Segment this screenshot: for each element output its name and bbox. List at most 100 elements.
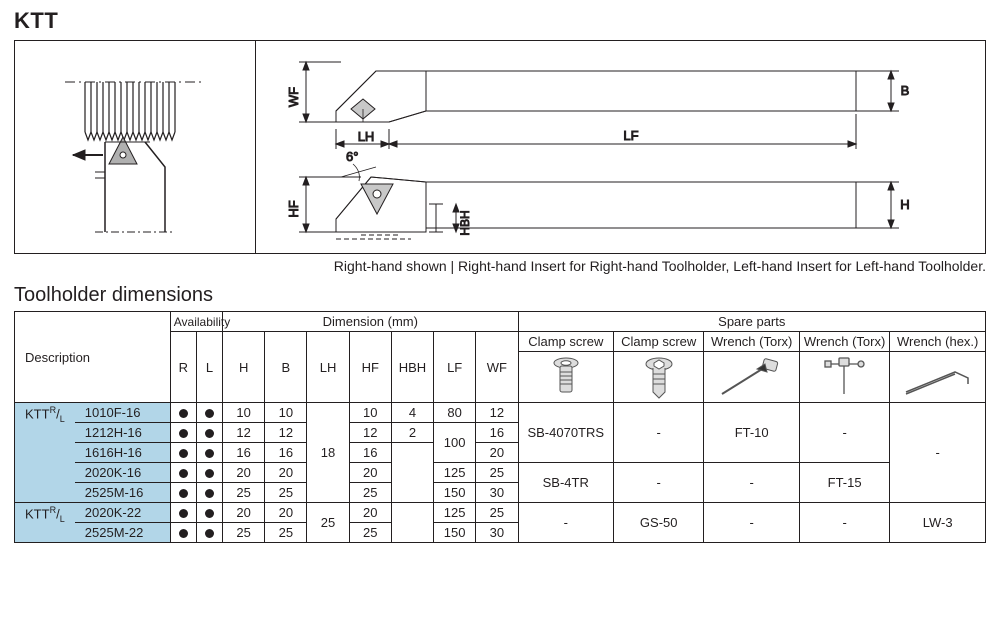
cell: 4 — [391, 403, 433, 423]
cell: 20 — [265, 463, 307, 483]
cell: 20 — [223, 503, 265, 523]
cell: 25 — [223, 523, 265, 543]
cell-spare: FT-15 — [799, 463, 889, 503]
cell-spare: - — [799, 503, 889, 543]
page-title: KTT — [14, 8, 986, 34]
cell: 30 — [476, 483, 518, 503]
cell: 16 — [476, 423, 518, 443]
diagram-row: WF B LH LF — [14, 40, 986, 254]
hdr-availability: Availability — [170, 312, 222, 332]
cell: 30 — [476, 523, 518, 543]
cell: 12 — [349, 423, 391, 443]
hdr-hbh: HBH — [391, 332, 433, 403]
hdr-wrench2: Wrench (Torx) — [799, 332, 889, 352]
icon-wrench-hex — [890, 352, 986, 403]
cell: 16 — [265, 443, 307, 463]
cell: 25 — [349, 483, 391, 503]
cell: 20 — [476, 443, 518, 463]
cell-l — [196, 503, 222, 523]
cell-l — [196, 423, 222, 443]
hdr-description: Description — [15, 312, 171, 403]
cell-spare: - — [704, 503, 799, 543]
cell-prefix: KTTR/L — [15, 503, 75, 543]
hdr-spareparts: Spare parts — [518, 312, 985, 332]
svg-text:B: B — [900, 83, 909, 98]
cell-spare: SB-4070TRS — [518, 403, 613, 463]
cell-spare: - — [614, 403, 704, 463]
cell-spare: FT-10 — [704, 403, 799, 463]
svg-text:WF: WF — [286, 87, 301, 107]
hdr-b: B — [265, 332, 307, 403]
cell-l — [196, 443, 222, 463]
icon-clamp-screw-1 — [518, 352, 613, 403]
cell-spare: - — [799, 403, 889, 463]
hdr-clamp2: Clamp screw — [614, 332, 704, 352]
cell: 20 — [223, 463, 265, 483]
cell-r — [170, 523, 196, 543]
cell-r — [170, 463, 196, 483]
hdr-hf: HF — [349, 332, 391, 403]
svg-text:H: H — [900, 197, 909, 212]
cell: 100 — [434, 423, 476, 463]
cell: 125 — [434, 503, 476, 523]
cell-spare: - — [614, 463, 704, 503]
cell — [391, 443, 433, 503]
cell: 20 — [265, 503, 307, 523]
cell-l — [196, 403, 222, 423]
cell: 25 — [265, 483, 307, 503]
cell: 25 — [265, 523, 307, 543]
table-row: 2020K-16 2020 20 12525 SB-4TR - - FT-15 — [15, 463, 986, 483]
cell-lh: 18 — [307, 403, 349, 503]
cell: 25 — [223, 483, 265, 503]
cell-l — [196, 463, 222, 483]
svg-text:HBH: HBH — [458, 210, 472, 235]
cell-r — [170, 443, 196, 463]
cell-spare: SB-4TR — [518, 463, 613, 503]
hdr-clamp1: Clamp screw — [518, 332, 613, 352]
table-heading: Toolholder dimensions — [14, 284, 986, 307]
table-row: KTTR/L 2020K-22 2020 25 20 12525 - GS-50… — [15, 503, 986, 523]
cell-spare: GS-50 — [614, 503, 704, 543]
svg-text:6°: 6° — [346, 149, 358, 164]
hdr-wrench1: Wrench (Torx) — [704, 332, 799, 352]
cell: 12 — [265, 423, 307, 443]
hdr-wf: WF — [476, 332, 518, 403]
icon-wrench-torx-2 — [799, 352, 889, 403]
cell: 12 — [476, 403, 518, 423]
dimension-table: Description Availability Dimension (mm) … — [14, 311, 986, 543]
cell: 20 — [349, 463, 391, 483]
cell: 2 — [391, 423, 433, 443]
cell: 25 — [349, 523, 391, 543]
cell: 10 — [349, 403, 391, 423]
cell: 16 — [223, 443, 265, 463]
cell-model: 2020K-16 — [75, 463, 170, 483]
hdr-dimension: Dimension (mm) — [223, 312, 519, 332]
cell — [391, 503, 433, 543]
cell-r — [170, 483, 196, 503]
cell: 25 — [476, 463, 518, 483]
cell-model: 2525M-16 — [75, 483, 170, 503]
cell: 25 — [476, 503, 518, 523]
diagram-dimensions: WF B LH LF — [256, 41, 985, 253]
hdr-h: H — [223, 332, 265, 403]
icon-clamp-screw-2 — [614, 352, 704, 403]
cell-lh: 25 — [307, 503, 349, 543]
hdr-wrench3: Wrench (hex.) — [890, 332, 986, 352]
cell-r — [170, 403, 196, 423]
cell: 20 — [349, 503, 391, 523]
cell-r — [170, 423, 196, 443]
cell-model: 2020K-22 — [75, 503, 170, 523]
icon-wrench-torx-1 — [704, 352, 799, 403]
cell-r — [170, 503, 196, 523]
cell-spare: - — [518, 503, 613, 543]
cell-l — [196, 483, 222, 503]
cell-prefix: KTTR/L — [15, 403, 75, 503]
cell: 10 — [223, 403, 265, 423]
svg-text:LF: LF — [623, 128, 638, 143]
svg-text:LH: LH — [357, 129, 374, 144]
cell-model: 2525M-22 — [75, 523, 170, 543]
cell-l — [196, 523, 222, 543]
hdr-lf: LF — [434, 332, 476, 403]
diagram-caption: Right-hand shown | Right-hand Insert for… — [14, 258, 986, 274]
cell-model: 1212H-16 — [75, 423, 170, 443]
